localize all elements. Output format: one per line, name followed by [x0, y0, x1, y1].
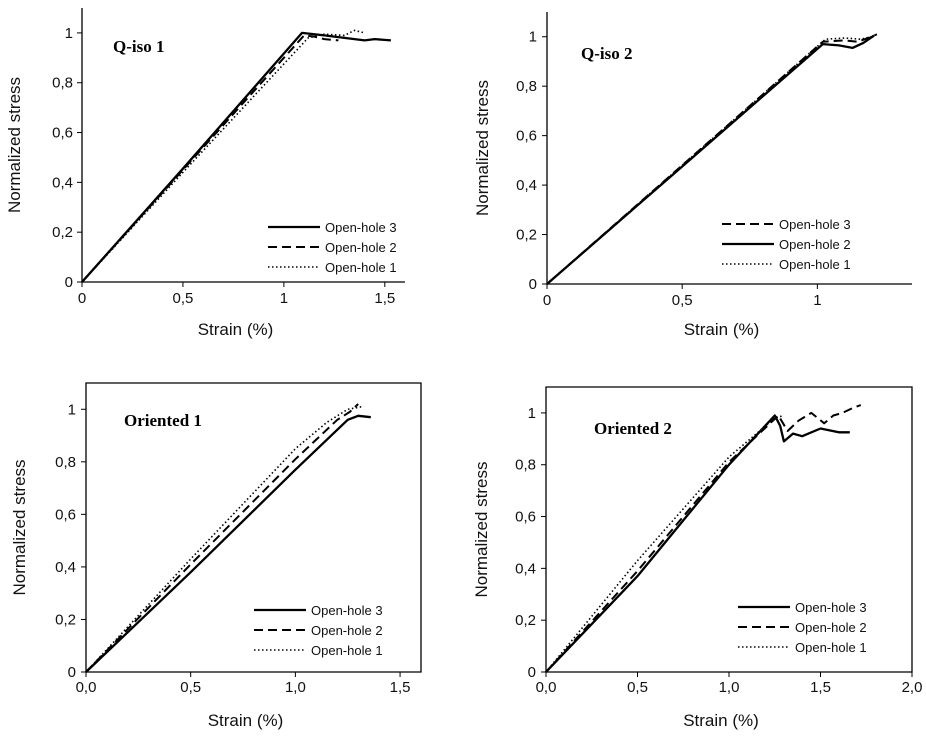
series-line-1 — [81, 31, 391, 283]
series-line-1 — [545, 414, 850, 673]
chart-panel-4: 0,0 0,5 1,0 1,5 2,0 0 0,2 0,4 0,6 0,8 1 Strain (%) N… — [472, 386, 923, 730]
x-tick-label: 0,5 — [627, 679, 648, 696]
x-tick-label: 0,5 — [180, 679, 201, 696]
x-tick-label: 0,5 — [173, 290, 194, 307]
y-tick-label: 0 — [528, 664, 536, 681]
y-tick-label: 0,4 — [515, 560, 536, 577]
panel-label: Oriented 2 — [594, 419, 672, 438]
y-tick-label: 0,4 — [52, 174, 73, 191]
y-axis-title: Normalized stress — [5, 77, 24, 213]
x-tick-label: 1,5 — [390, 679, 411, 696]
y-tick-label: 0,2 — [516, 227, 537, 244]
chart-panel-1: 0 0,5 1 1,5 0 0,2 0,4 0,6 0,8 1 Strain (%) Normaliz… — [5, 8, 405, 339]
series-line-2 — [81, 34, 339, 283]
x-axis-title: Strain (%) — [208, 711, 284, 730]
legend-label: Open-hole 2 — [311, 623, 383, 638]
x-tick-label: 0 — [78, 290, 86, 307]
legend-label: Open-hole 2 — [325, 240, 397, 255]
series-line-3 — [546, 35, 872, 285]
y-tick-label: 0 — [68, 664, 76, 681]
x-tick-label: 1 — [813, 292, 821, 309]
x-tick-label: 0,5 — [672, 292, 693, 309]
legend-label: Open-hole 1 — [325, 260, 397, 275]
y-tick-label: 0,8 — [52, 75, 73, 92]
series-line-2 — [545, 404, 862, 673]
legend-label: Open-hole 1 — [311, 643, 383, 658]
x-tick-label: 0,0 — [76, 679, 97, 696]
series-line-3 — [545, 414, 785, 673]
x-tick-label: 1,0 — [719, 679, 740, 696]
legend-label: Open-hole 3 — [311, 603, 383, 618]
legend-label: Open-hole 3 — [779, 217, 851, 232]
y-tick-label: 1 — [68, 401, 76, 418]
legend-label: Open-hole 3 — [325, 220, 397, 235]
y-tick-label: 0,6 — [516, 128, 537, 145]
chart-panel-3: 0,0 0,5 1,0 1,5 0 0,2 0,4 0,6 0,8 1 Strain (%) Norm… — [10, 382, 422, 730]
legend-label: Open-hole 1 — [779, 257, 851, 272]
legend-label: Open-hole 1 — [795, 640, 867, 655]
y-tick-label: 0,8 — [515, 457, 536, 474]
panel-label: Q-iso 2 — [581, 44, 632, 63]
series-line-1 — [85, 414, 371, 673]
panel-label: Oriented 1 — [124, 411, 202, 430]
y-tick-label: 0,6 — [52, 125, 73, 142]
y-tick-label: 0 — [529, 276, 537, 293]
panel-label: Q-iso 1 — [113, 37, 164, 56]
y-axis-title: Normalized stress — [473, 80, 492, 216]
legend-label: Open-hole 2 — [795, 620, 867, 635]
y-tick-label: 1 — [529, 29, 537, 46]
series-line-3 — [81, 29, 365, 283]
y-tick-label: 0,4 — [55, 559, 76, 576]
y-tick-label: 0,8 — [55, 454, 76, 471]
series-line-3 — [85, 405, 363, 673]
y-tick-label: 0,4 — [516, 177, 537, 194]
y-axis-title: Normalized stress — [472, 461, 491, 597]
x-tick-label: 2,0 — [902, 679, 923, 696]
x-tick-label: 1,0 — [285, 679, 306, 696]
y-tick-label: 0,2 — [55, 611, 76, 628]
legend-label: Open-hole 2 — [779, 237, 851, 252]
x-axis-title: Strain (%) — [683, 711, 759, 730]
y-tick-label: 0,6 — [55, 506, 76, 523]
y-axis-title: Normalized stress — [10, 459, 29, 595]
y-tick-label: 0,2 — [515, 612, 536, 629]
x-axis-title: Strain (%) — [684, 320, 760, 339]
x-axis-title: Strain (%) — [198, 320, 274, 339]
x-tick-label: 1,5 — [810, 679, 831, 696]
y-tick-label: 0,2 — [52, 224, 73, 241]
y-tick-label: 0,8 — [516, 78, 537, 95]
legend-label: Open-hole 3 — [795, 600, 867, 615]
x-tick-label: 0,0 — [536, 679, 557, 696]
x-tick-label: 1 — [280, 290, 288, 307]
x-tick-label: 1,5 — [374, 290, 395, 307]
chart-panel-2: 0 0,5 1 0 0,2 0,4 0,6 0,8 1 Strain (%) Normalized … — [473, 12, 912, 339]
y-tick-label: 1 — [65, 25, 73, 42]
series-line-2 — [546, 34, 875, 285]
axes-frame — [85, 382, 422, 673]
y-tick-label: 1 — [528, 405, 536, 422]
y-tick-label: 0,6 — [515, 509, 536, 526]
x-tick-label: 0 — [543, 292, 551, 309]
series-line-2 — [85, 403, 359, 673]
y-tick-label: 0 — [65, 274, 73, 291]
